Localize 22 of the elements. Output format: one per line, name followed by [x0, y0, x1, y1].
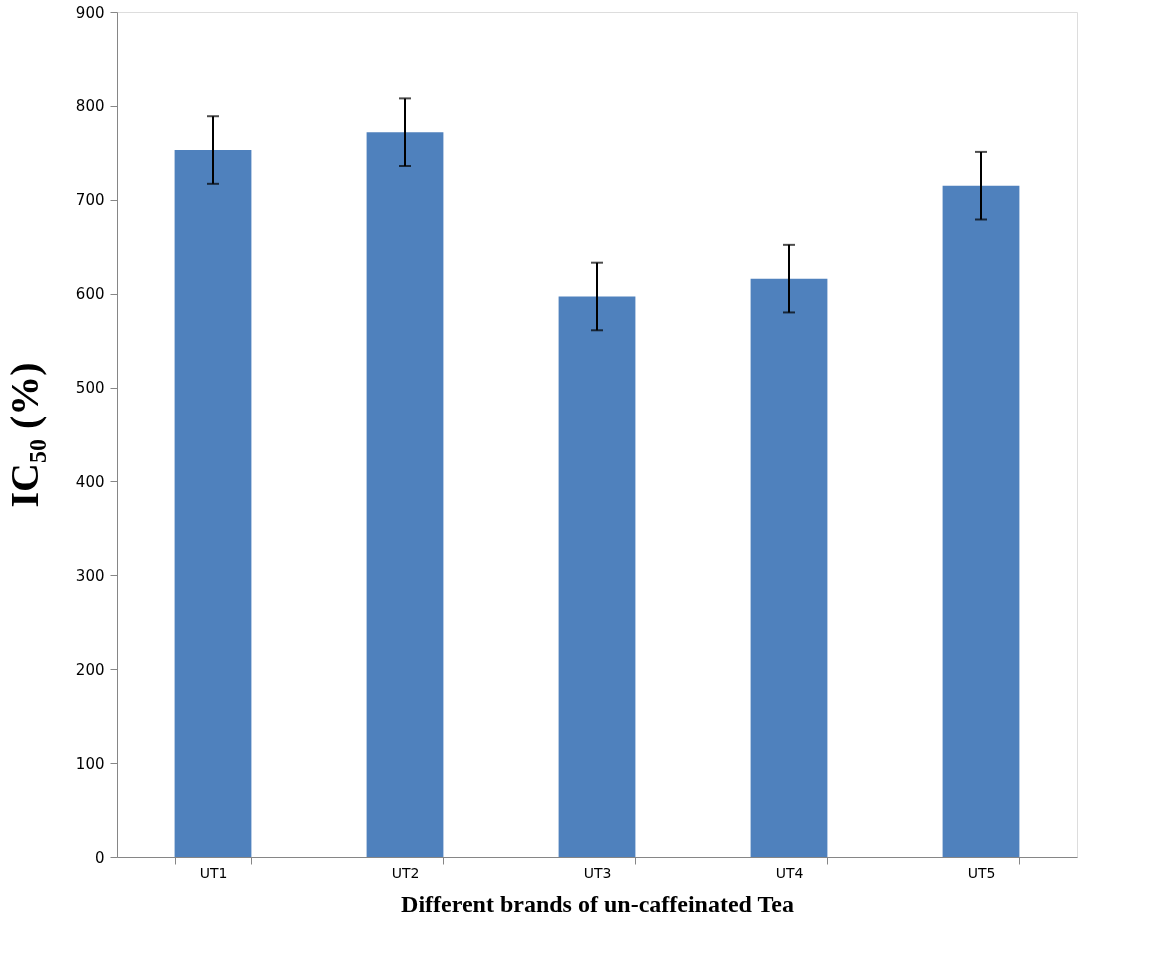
bar: [558, 296, 636, 857]
y-tick-label: 800: [75, 97, 105, 116]
x-tick-label: UT4: [775, 864, 804, 881]
x-tick-label: UT3: [583, 864, 612, 881]
y-tick-label: 500: [75, 379, 105, 398]
y-tick-label: 600: [75, 285, 105, 304]
bar: [750, 278, 828, 857]
y-tick-label: 400: [75, 472, 105, 491]
x-tick-label: UT1: [199, 864, 228, 881]
y-tick-label: 300: [75, 566, 105, 585]
y-tick-label: 0: [94, 848, 105, 867]
bar: [366, 132, 444, 857]
y-axis-title: IC₅₀ (%): [1, 362, 47, 508]
x-tick-label: UT5: [967, 864, 996, 881]
x-tick-label: UT2: [391, 864, 420, 881]
bar: [174, 150, 252, 857]
y-tick-label: 700: [75, 191, 105, 210]
bar: [942, 185, 1020, 857]
x-axis-title: Different brands of un-caffeinated Tea: [401, 890, 794, 917]
y-tick-label: 200: [75, 660, 105, 679]
y-tick-label: 100: [75, 754, 105, 773]
y-tick-label: 900: [75, 3, 105, 22]
